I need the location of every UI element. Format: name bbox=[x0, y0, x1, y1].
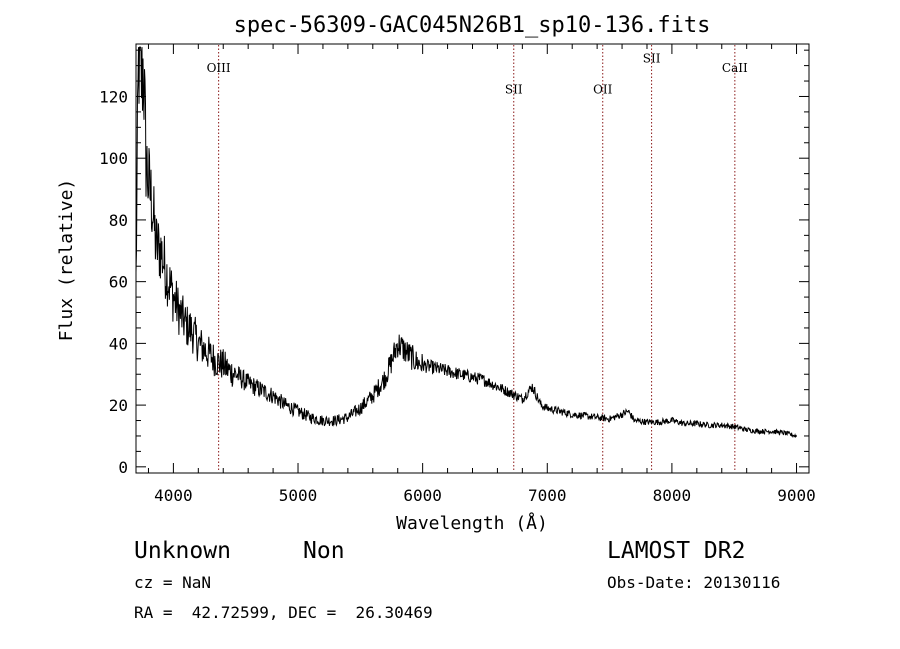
line-marker-label: SII bbox=[643, 52, 661, 66]
ra-dec: RA = 42.72599, DEC = 26.30469 bbox=[134, 603, 433, 622]
x-tick-label: 5000 bbox=[279, 486, 318, 505]
spectrum-line bbox=[135, 46, 797, 439]
y-tick-label: 40 bbox=[109, 334, 128, 353]
y-tick-label: 60 bbox=[109, 273, 128, 292]
spectrum-series bbox=[135, 46, 797, 439]
plot-frame bbox=[135, 43, 810, 474]
y-tick-labels: 0 20 40 60 80 100 120 bbox=[99, 87, 128, 476]
x-tick-label: 8000 bbox=[653, 486, 692, 505]
line-marker-label: CaII bbox=[722, 61, 748, 75]
y-tick-label: 80 bbox=[109, 211, 128, 230]
x-tick-label: 4000 bbox=[154, 486, 193, 505]
survey-name: LAMOST DR2 bbox=[607, 538, 746, 564]
axis-ticks bbox=[136, 44, 809, 473]
y-tick-label: 0 bbox=[118, 458, 128, 477]
object-class: Unknown bbox=[134, 538, 231, 564]
line-marker-label: OIII bbox=[207, 61, 231, 75]
object-subclass: Non bbox=[303, 538, 345, 564]
emission-line-markers: OIII SII OII SII CaII bbox=[207, 45, 748, 472]
line-marker-label: SII bbox=[505, 82, 523, 96]
x-tick-labels: 4000 5000 6000 7000 8000 9000 bbox=[154, 486, 816, 505]
y-axis-label: Flux (relative) bbox=[56, 179, 77, 342]
line-marker-label: OII bbox=[593, 82, 613, 96]
x-tick-label: 9000 bbox=[777, 486, 816, 505]
x-axis-label: Wavelength (Å) bbox=[396, 512, 548, 534]
chart-title: spec-56309-GAC045N26B1_sp10-136.fits bbox=[234, 13, 711, 38]
x-tick-label: 7000 bbox=[528, 486, 567, 505]
y-tick-label: 20 bbox=[109, 396, 128, 415]
y-tick-label: 120 bbox=[99, 87, 128, 106]
x-tick-label: 6000 bbox=[403, 486, 442, 505]
y-tick-label: 100 bbox=[99, 149, 128, 168]
cz-value: cz = NaN bbox=[134, 573, 212, 592]
obs-date: Obs-Date: 20130116 bbox=[607, 573, 781, 592]
